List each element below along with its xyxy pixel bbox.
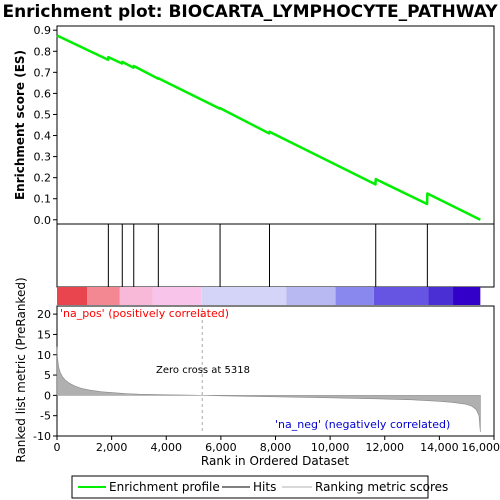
hits-markers	[107, 224, 428, 287]
metric-tick-label: -10	[33, 430, 51, 443]
metric-tick-label: -5	[40, 410, 51, 423]
color-bar-segment	[119, 287, 153, 305]
es-tick-label: 0.2	[34, 172, 52, 185]
color-bar-segment	[373, 287, 429, 305]
color-bar-segment	[57, 287, 88, 305]
metric-tick-label: 0	[44, 389, 51, 402]
x-tick-label: 4,000	[151, 441, 183, 454]
metric-tick-label: 5	[44, 369, 51, 382]
es-tick-label: 0.5	[34, 108, 52, 121]
x-tick-label: 16,000	[462, 441, 500, 454]
metric-panel-frame	[56, 305, 495, 437]
x-tick-label: 8,000	[260, 441, 292, 454]
color-bar-segment	[453, 287, 481, 305]
legend-label-metric: Ranking metric scores	[315, 480, 448, 494]
zero-cross-label: Zero cross at 5318	[156, 365, 250, 376]
color-bar-segment	[335, 287, 374, 305]
x-tick-label: 10,000	[311, 441, 350, 454]
color-bar-segment	[286, 287, 336, 305]
y-axis-title-metric: Ranked list metric (PreRanked)	[14, 277, 28, 462]
es-tick-label: 0.8	[34, 45, 52, 58]
y-axis-title-es: Enrichment score (ES)	[13, 50, 27, 200]
es-tick-label: 0.0	[34, 214, 52, 227]
x-axis-title: Rank in Ordered Dataset	[201, 454, 349, 468]
es-tick-label: 0.1	[34, 193, 52, 206]
es-tick-label: 0.9	[34, 24, 52, 37]
metric-axis: -10 -5 0 5 10 15 20	[33, 308, 57, 443]
rank-color-bar	[57, 287, 481, 305]
color-bar-segment	[152, 287, 202, 305]
es-tick-label: 0.3	[34, 151, 52, 164]
x-tick-label: 2,000	[96, 441, 128, 454]
x-tick-label: 12,000	[366, 441, 405, 454]
x-tick-label: 0	[54, 441, 61, 454]
es-tick-label: 0.7	[34, 66, 52, 79]
ranking-metric-fill	[56, 346, 481, 432]
neg-label: 'na_neg' (negatively correlated)	[275, 418, 450, 431]
x-tick-label: 6,000	[205, 441, 237, 454]
enrichment-curve-group	[56, 34, 481, 221]
metric-tick-label: 15	[37, 328, 51, 341]
chart-title: Enrichment plot: BIOCARTA_LYMPHOCYTE_PAT…	[2, 2, 498, 22]
legend-label-hits: Hits	[253, 480, 276, 494]
x-tick-label: 14,000	[420, 441, 459, 454]
metric-tick-label: 20	[37, 308, 51, 321]
color-bar-segment	[428, 287, 454, 305]
legend-label-enrichment: Enrichment profile	[109, 480, 220, 494]
ranking-metric-area	[56, 346, 481, 432]
x-axis: 0 2,000 4,000 6,000 8,000 10,000 12,000 14,000 1…	[54, 436, 500, 454]
pos-label: 'na_pos' (positively correlated)	[60, 307, 229, 320]
es-axis: 0.0 0.1 0.2 0.3 0.4 0.5 0.6 0.7 0.8 0.9	[34, 24, 57, 227]
color-bar-segment	[201, 287, 287, 305]
color-bar-segment	[87, 287, 120, 305]
enrichment-curve	[56, 34, 481, 221]
metric-tick-label: 10	[37, 349, 51, 362]
es-tick-label: 0.6	[34, 87, 52, 100]
es-tick-label: 0.4	[34, 130, 52, 143]
